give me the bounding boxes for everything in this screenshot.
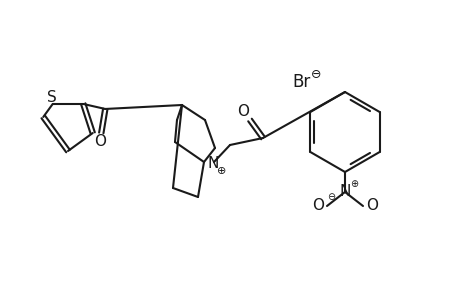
Text: N: N [207,155,218,170]
Text: N: N [339,184,350,199]
Text: O: O [311,199,323,214]
Text: ⊕: ⊕ [217,166,226,176]
Text: ⊖: ⊖ [310,68,320,80]
Text: ⊖: ⊖ [326,192,334,202]
Text: ⊕: ⊕ [349,179,357,189]
Text: O: O [236,103,248,118]
Text: O: O [365,199,377,214]
Text: S: S [47,91,56,106]
Text: O: O [94,134,106,149]
Text: Br: Br [291,73,309,91]
